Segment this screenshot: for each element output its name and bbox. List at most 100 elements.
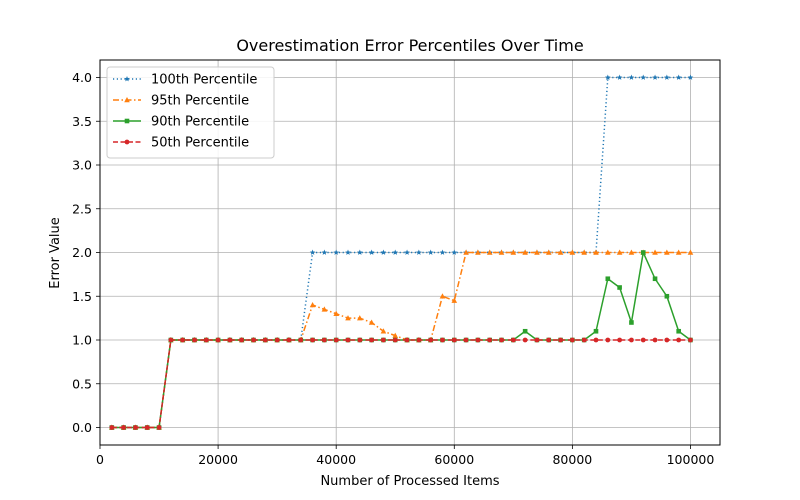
- series-50th-percentile-point: [121, 425, 127, 430]
- series-50th-percentile-point: [463, 337, 469, 343]
- series-95th-percentile-point: [498, 249, 505, 255]
- series-100th-percentile-point: [451, 249, 458, 255]
- series-50th-percentile-point: [546, 337, 552, 343]
- series-50th-percentile-point: [605, 337, 611, 343]
- series-90th-percentile-point: [522, 328, 528, 334]
- y-tick-label: 1.5: [72, 289, 92, 304]
- series-50th-percentile-point: [321, 337, 327, 343]
- y-tick-label: 0.5: [72, 376, 92, 391]
- series-50th-percentile-point: [392, 337, 398, 343]
- series-90th-percentile-point: [664, 293, 670, 299]
- legend-95th-percentile: 95th Percentile: [113, 94, 249, 109]
- y-tick-label: 3.5: [72, 114, 92, 129]
- series-100th-percentile-point: [416, 249, 422, 255]
- series-50th-percentile-point: [617, 337, 623, 343]
- y-tick-label: 2.5: [72, 201, 92, 216]
- x-tick-label: 100000: [667, 452, 715, 467]
- x-tick-label: 80000: [552, 452, 592, 467]
- legend-100th-percentile-marker: [124, 76, 130, 82]
- series-100th-percentile-point: [652, 74, 658, 80]
- series-50th-percentile-point: [156, 425, 162, 430]
- x-tick-label: 0: [96, 452, 104, 467]
- series-95th-percentile-point: [380, 328, 387, 334]
- legend-95th-percentile-label: 95th Percentile: [151, 94, 249, 109]
- series-50th-percentile-point: [451, 337, 457, 343]
- series-95th-percentile-point: [333, 310, 339, 316]
- series-50th-percentile-point: [345, 337, 351, 343]
- legend-95th-percentile-marker: [124, 97, 130, 103]
- series-50th-percentile-point: [274, 337, 280, 343]
- series-50th-percentile-point: [227, 337, 233, 343]
- series-50th-percentile-point: [310, 337, 315, 343]
- series-50th-percentile-point: [251, 337, 256, 343]
- x-axis-label: Number of Processed Items: [320, 474, 499, 489]
- series-50th-percentile-point: [440, 337, 445, 343]
- legend-100th-percentile: 100th Percentile: [113, 73, 257, 88]
- series-95th-percentile-point: [616, 249, 623, 255]
- x-tick-label: 40000: [316, 452, 356, 467]
- series-90th-percentile-point: [640, 250, 646, 255]
- y-tick-label: 0.0: [72, 420, 92, 435]
- series-95th-percentile-point: [309, 302, 316, 308]
- series-100th-percentile-point: [439, 249, 446, 255]
- series-50th-percentile-point: [593, 337, 599, 343]
- legend-90th-percentile-label: 90th Percentile: [151, 115, 249, 130]
- series-100th-percentile-point: [309, 249, 316, 255]
- series-100th-percentile-point: [392, 249, 399, 255]
- series-50th-percentile-point: [510, 337, 516, 343]
- y-tick-label: 1.0: [72, 333, 92, 348]
- series-100th-percentile-point: [356, 249, 363, 255]
- series-95th-percentile-point: [510, 249, 517, 255]
- series-50th-percentile-point: [475, 337, 481, 343]
- series-95th-percentile-point: [605, 249, 611, 255]
- series-95th-percentile-point: [486, 249, 493, 255]
- series-100th-percentile-point: [380, 249, 387, 255]
- chart-title: Overestimation Error Percentiles Over Ti…: [236, 36, 583, 55]
- series-50th-percentile-point: [428, 337, 434, 343]
- series-50th-percentile-point: [203, 337, 209, 343]
- series-95th-percentile-point: [392, 332, 399, 338]
- series-100th-percentile-point: [333, 249, 340, 255]
- axis-ticks: 0 20000 40000 60000 80000 100000 0.0 0.5 1.0 1.5 2…: [72, 70, 714, 467]
- series-50th-percentile-point: [416, 337, 422, 343]
- series-50th-percentile-point: [640, 337, 646, 343]
- series-100th-percentile-point: [616, 74, 623, 80]
- series-95th-percentile-point: [593, 249, 599, 255]
- series-100th-percentile-point: [664, 74, 670, 80]
- legend-50th-percentile: 50th Percentile: [113, 136, 249, 151]
- series-95th-percentile-point: [569, 249, 576, 255]
- series-layer: [108, 74, 694, 430]
- series-50th-percentile-point: [499, 337, 504, 343]
- series-50th-percentile-point: [569, 337, 575, 343]
- series-50th-percentile-point: [652, 337, 658, 343]
- legend-100th-percentile-label: 100th Percentile: [151, 73, 257, 88]
- series-100th-percentile-point: [427, 249, 434, 255]
- series-100th-percentile-point: [368, 249, 375, 255]
- series-100th-percentile-point: [604, 74, 611, 80]
- legend-90th-percentile: 90th Percentile: [113, 115, 249, 130]
- series-50th-percentile-point: [144, 425, 150, 430]
- series-50th-percentile-point: [534, 337, 540, 343]
- series-95th-percentile-point: [357, 315, 363, 321]
- series-95th-percentile-point: [368, 319, 375, 325]
- legend: 100th Percentile 95th Percentile 90th Perc…: [106, 66, 275, 159]
- series-50th-percentile-point: [333, 337, 339, 343]
- y-tick-label: 4.0: [72, 70, 92, 85]
- series-100th-percentile-point: [675, 74, 682, 80]
- series-90th-percentile-point: [629, 320, 634, 325]
- series-100th-percentile-point: [345, 249, 351, 255]
- series-90th-percentile-point: [593, 328, 599, 334]
- legend-50th-percentile-marker: [124, 139, 130, 145]
- series-100th-percentile-point: [687, 74, 694, 80]
- series-50th-percentile-point: [558, 337, 563, 343]
- legend-90th-percentile-marker: [124, 118, 130, 124]
- series-95th-percentile-point: [628, 249, 635, 255]
- series-50th-percentile-point: [676, 337, 682, 343]
- series-50th-percentile-point: [381, 337, 386, 343]
- series-95th-percentile-point: [581, 249, 587, 255]
- series-95th-percentile-point: [345, 315, 351, 321]
- series-100th-percentile-point: [640, 74, 647, 80]
- series-50th-percentile-point: [286, 337, 292, 343]
- series-100th-percentile-point: [321, 249, 328, 255]
